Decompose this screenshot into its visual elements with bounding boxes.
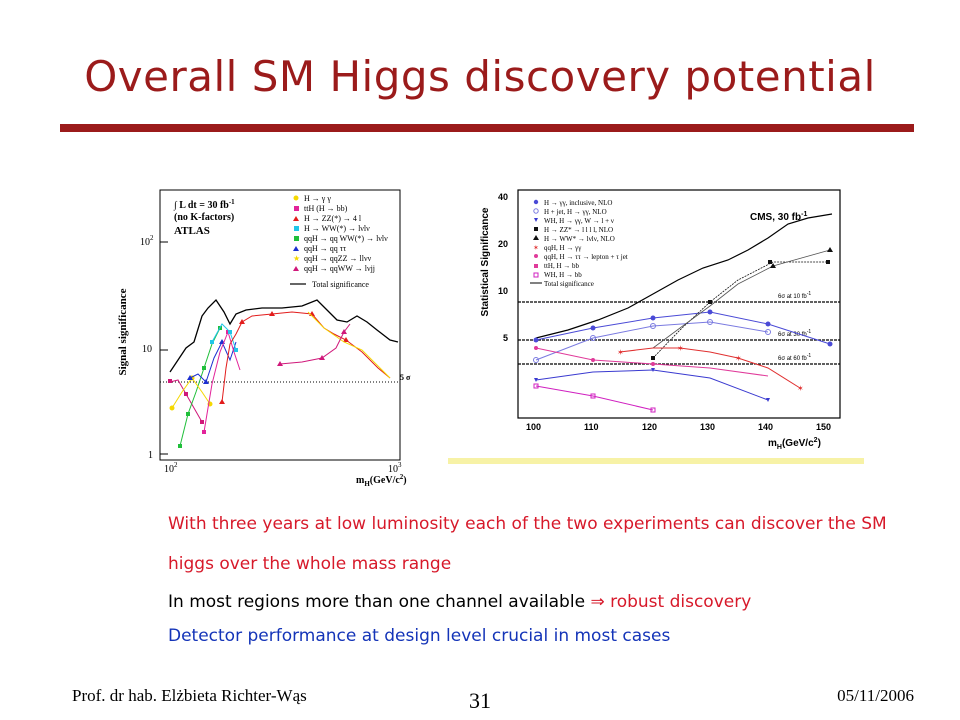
cms-xtick-120: 120 xyxy=(642,422,657,432)
svg-text:WH, H → γγ, W → l + ν: WH, H → γγ, W → l + ν xyxy=(544,217,614,225)
atlas-ytick-1: 1 xyxy=(148,450,153,461)
bullet-3-highlight: ⇒ robust discovery xyxy=(590,592,752,612)
atlas-ylabel: Signal significance xyxy=(117,288,129,375)
svg-text:Total significance: Total significance xyxy=(312,280,369,289)
cms-ytick-40: 40 xyxy=(498,192,508,202)
footer-author: Prof. dr hab. Elżbieta Richter-Wąs xyxy=(72,686,307,705)
cms-sigma-10: 6σ at 10 fb-1 xyxy=(778,291,811,300)
atlas-lumi: ∫ L dt = 30 fb-1 xyxy=(173,198,235,211)
cms-xtick-110: 110 xyxy=(584,422,599,432)
cms-xtick-130: 130 xyxy=(700,422,715,432)
svg-text:H → ZZ* → l l l l, NLO: H → ZZ* → l l l l, NLO xyxy=(544,226,613,234)
atlas-xtick-100: 102 xyxy=(164,461,178,475)
cms-sigma-30: 6σ at 30 fb-1 xyxy=(778,329,811,338)
svg-text:qqH → qq WW(*) → lνlν: qqH → qq WW(*) → lνlν xyxy=(304,234,388,243)
title-divider xyxy=(60,124,914,132)
svg-text:qqH, H → ττ → lepton + τ jet: qqH, H → ττ → lepton + τ jet xyxy=(544,253,628,261)
atlas-ytick-10: 10 xyxy=(142,344,152,355)
svg-text:★: ★ xyxy=(293,254,300,263)
atlas-significance-plot: Signal significance 102 10 1 102 103 mH(… xyxy=(112,182,450,488)
cms-xtick-150: 150 xyxy=(816,422,831,432)
svg-text:Total significance: Total significance xyxy=(544,280,594,288)
svg-text:H → WW(*) → lνlν: H → WW(*) → lνlν xyxy=(304,224,370,233)
cms-xtick-140: 140 xyxy=(758,422,773,432)
cms-xlabel: mH(GeV/c2) xyxy=(768,437,821,451)
cms-ytick-20: 20 xyxy=(498,239,508,249)
atlas-xlabel: mH(GeV/c2) xyxy=(356,473,407,488)
cms-legend: H → γγ, inclusive, NLO H + jet, H → γγ, … xyxy=(530,199,628,288)
atlas-kfactor: (no K-factors) xyxy=(174,212,234,223)
svg-text:✶: ✶ xyxy=(677,344,684,353)
svg-text:qqH, H → γγ: qqH, H → γγ xyxy=(544,244,581,252)
atlas-5sigma-label: 5 σ xyxy=(400,373,411,382)
svg-text:✶: ✶ xyxy=(735,354,742,363)
svg-text:WH, H → bb: WH, H → bb xyxy=(544,271,582,279)
svg-text:ttH, H → bb: ttH, H → bb xyxy=(544,262,580,270)
atlas-legend: H → γ γ ttH (H → bb) H → ZZ(*) → 4 l H →… xyxy=(290,194,388,289)
svg-text:✶: ✶ xyxy=(797,384,804,393)
page-number: 31 xyxy=(469,688,491,713)
svg-text:H → γγ, inclusive, NLO: H → γγ, inclusive, NLO xyxy=(544,199,612,207)
cms-ytick-5: 5 xyxy=(503,333,508,343)
cms-ylabel: Statistical Significance xyxy=(480,207,491,316)
bullet-2: higgs over the whole mass range xyxy=(168,554,452,574)
bullet-4: Detector performance at design level cru… xyxy=(168,626,671,646)
bullet-1: With three years at low luminosity each … xyxy=(168,514,887,534)
svg-text:ttH (H → bb): ttH (H → bb) xyxy=(304,204,348,213)
svg-text:qqH → qqZZ → llνν: qqH → qqZZ → llνν xyxy=(304,254,372,263)
atlas-ytick-100: 102 xyxy=(140,234,154,248)
svg-text:H → ZZ(*) → 4 l: H → ZZ(*) → 4 l xyxy=(304,214,362,223)
atlas-xtick-1000: 103 xyxy=(388,461,402,475)
svg-text:H → WW* → lνlν, NLO: H → WW* → lνlν, NLO xyxy=(544,235,615,243)
cms-lumi: CMS, 30 fb-1 xyxy=(750,211,807,223)
figure-highlight-bar xyxy=(448,458,864,464)
slide-title: Overall SM Higgs discovery potential xyxy=(84,52,876,101)
svg-text:qqH → qq ττ: qqH → qq ττ xyxy=(304,244,347,253)
cms-ytick-10: 10 xyxy=(498,286,508,296)
cms-xtick-100: 100 xyxy=(526,422,541,432)
svg-text:✶: ✶ xyxy=(617,348,624,357)
svg-text:qqH → qqWW → lνjj: qqH → qqWW → lνjj xyxy=(304,264,375,273)
cms-sigma-60: 6σ at 60 fb-1 xyxy=(778,353,811,362)
bullet-3-text: In most regions more than one channel av… xyxy=(168,592,591,612)
svg-text:H + jet, H → γγ, NLO: H + jet, H → γγ, NLO xyxy=(544,208,607,216)
cms-significance-plot: Statistical Significance 40 20 10 5 100 … xyxy=(448,180,864,462)
footer-date: 05/11/2006 xyxy=(837,686,914,705)
bullet-3: In most regions more than one channel av… xyxy=(168,592,751,612)
svg-text:H → γ γ: H → γ γ xyxy=(304,194,331,203)
atlas-experiment: ATLAS xyxy=(174,225,210,237)
svg-text:✶: ✶ xyxy=(533,244,539,252)
